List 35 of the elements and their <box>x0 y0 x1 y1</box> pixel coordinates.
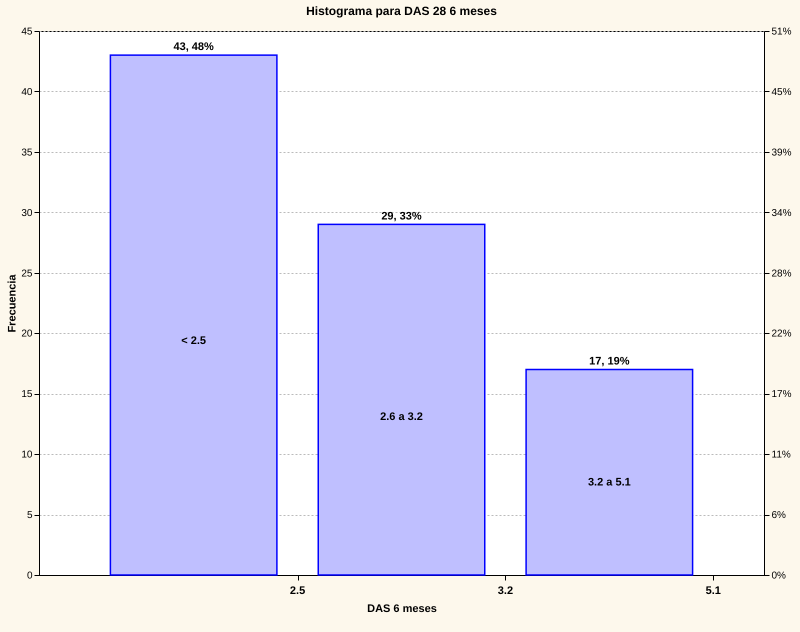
x-axis-title: DAS 6 meses <box>367 603 437 615</box>
data-label: 43, 48% <box>173 41 214 54</box>
y-tick-label: 25 <box>21 268 33 280</box>
data-label: 29, 33% <box>381 210 422 222</box>
y-axis-title: Frecuencia <box>6 274 18 333</box>
data-label: 17, 19% <box>589 355 630 368</box>
bar <box>318 224 486 576</box>
text: 3.2 <box>498 585 514 597</box>
y-tick-label: 30 <box>21 208 33 219</box>
y-tick-label: 10 <box>21 450 33 461</box>
y2-tick-label: 0% <box>772 570 786 582</box>
annotation: 2.6 a 3.2 <box>380 411 423 424</box>
y2-tick-label: 22% <box>772 328 792 340</box>
y-tick-label: 40 <box>21 86 33 98</box>
y2-tick-label: 17% <box>772 389 792 400</box>
text: 5.1 <box>706 585 721 597</box>
y-tick-label: 0 <box>26 570 33 582</box>
annotation: < 2.5 <box>181 335 206 348</box>
annotation: 3.2 a 5.1 <box>588 476 631 489</box>
text: 2.5 <box>290 585 306 597</box>
y2-tick-label: 34% <box>772 208 792 219</box>
y2-tick-label: 39% <box>772 147 792 158</box>
bar <box>110 54 278 576</box>
y-tick-label: 45 <box>21 26 33 38</box>
bar <box>525 368 694 576</box>
chart-title: Histograma para DAS 28 6 meses <box>306 4 498 18</box>
y2-tick-label: 11% <box>772 450 791 461</box>
y2-tick-label: 6% <box>772 510 786 522</box>
y2-tick-label: 28% <box>772 268 792 280</box>
y2-tick-label: 51% <box>772 26 792 38</box>
y-tick-label: 35 <box>21 147 33 158</box>
y-tick-label: 15 <box>21 389 33 400</box>
y-tick-label: 20 <box>21 328 33 340</box>
y2-tick-label: 45% <box>772 86 792 98</box>
y-tick-label: 5 <box>26 510 33 522</box>
